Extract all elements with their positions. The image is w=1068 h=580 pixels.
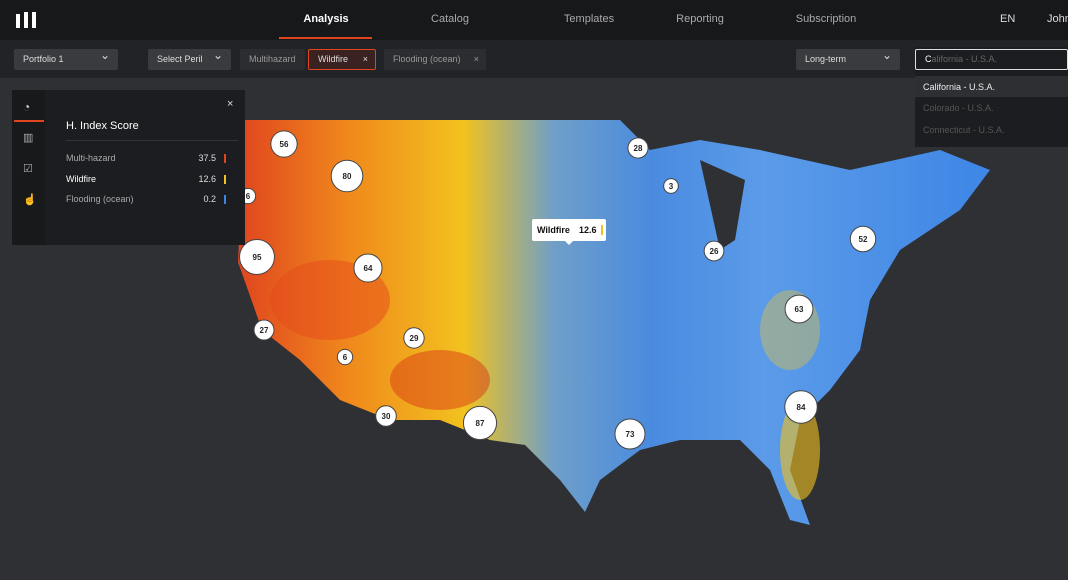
panel-title: H. Index Score <box>66 120 139 132</box>
cluster-count: 29 <box>410 334 419 343</box>
score-label: Multi-hazard <box>66 153 116 163</box>
cluster-marker[interactable] <box>663 178 679 194</box>
tooltip-label: Wildfire <box>537 225 570 235</box>
tooltip-value: 12.6 <box>579 225 597 235</box>
cluster-marker[interactable] <box>253 319 275 341</box>
cluster-count: 6 <box>246 192 251 201</box>
cluster-marker[interactable] <box>270 130 298 158</box>
score-label: Wildfire <box>66 174 97 184</box>
cluster-marker[interactable] <box>353 253 383 283</box>
cluster-count: 80 <box>343 172 352 181</box>
score-value: 37.5 <box>198 153 216 163</box>
cluster-count: 64 <box>364 264 373 273</box>
tab-icon[interactable]: ◔ <box>23 100 31 114</box>
lake <box>700 160 745 250</box>
close-button[interactable]: × <box>227 98 234 110</box>
hint-text: alifornia - U.S.A. <box>931 54 998 64</box>
cluster-count: 87 <box>476 419 485 428</box>
score-panel: ◔ ▥ ☑ ☝ × H. Index Score <box>12 90 245 245</box>
cluster-count: 73 <box>626 430 635 439</box>
user[interactable]: John <box>1047 13 1068 25</box>
map-tooltip: Wildfire 12.6 <box>532 219 606 245</box>
tab-indicator <box>14 120 44 122</box>
peril-select[interactable]: Select Peril <box>148 45 231 70</box>
tab-icon[interactable]: ☝ <box>23 194 37 206</box>
cluster-count: 30 <box>382 412 391 421</box>
cluster-marker[interactable] <box>462 405 498 441</box>
cluster-count: 3 <box>669 182 674 191</box>
chip-label: Wildfire <box>318 54 349 64</box>
cluster-marker[interactable] <box>784 390 818 424</box>
cluster-count: 63 <box>795 305 804 314</box>
nav-item[interactable]: Catalog <box>431 13 469 25</box>
panel-tabs <box>12 90 45 245</box>
peril-chip[interactable]: Wildfire × <box>308 49 376 70</box>
cluster-count: 84 <box>797 403 806 412</box>
cluster-marker[interactable] <box>239 239 275 275</box>
nav-item[interactable]: Subscription <box>795 13 857 25</box>
tab-icon[interactable]: ▥ <box>23 132 34 144</box>
tab-icon[interactable]: ☑ <box>23 163 33 175</box>
cluster-count: 95 <box>253 253 262 262</box>
cluster-marker[interactable] <box>330 159 364 193</box>
cluster-marker[interactable] <box>375 405 397 427</box>
suggestion[interactable]: Connecticut - U.S.A. <box>923 125 1005 135</box>
peril-chip[interactable]: Multihazard <box>240 49 305 70</box>
hazard-area <box>780 400 820 500</box>
peril-chip[interactable]: Flooding (ocean) × <box>384 49 486 70</box>
cluster-marker[interactable] <box>336 348 354 366</box>
cluster-count: 6 <box>343 353 348 362</box>
cluster-marker[interactable] <box>784 294 814 324</box>
nav-item[interactable]: Reporting <box>676 13 724 25</box>
logo[interactable] <box>16 12 40 28</box>
score-label: Flooding (ocean) <box>66 194 134 204</box>
score-row: Multi-hazard 37.5 <box>66 153 226 163</box>
nav-item[interactable]: Templates <box>563 13 615 25</box>
score-value: 0.2 <box>203 194 216 204</box>
divider <box>66 140 238 141</box>
score-value: 12.6 <box>198 174 216 184</box>
suggestion[interactable]: Colorado - U.S.A. <box>923 103 994 113</box>
score-row: Wildfire 12.6 <box>66 174 226 184</box>
hazard-area <box>390 350 490 410</box>
active-indicator <box>279 37 372 39</box>
cluster-marker[interactable] <box>403 327 425 349</box>
top-nav: EN John Analysis Catalog Templates Reportin… <box>0 0 1068 40</box>
portfolio-select[interactable]: Portfolio 1 <box>14 45 118 70</box>
nav-item[interactable]: Analysis <box>303 13 349 25</box>
suggestion[interactable]: California - U.S.A. <box>923 82 996 92</box>
cluster-count: 56 <box>280 140 289 149</box>
us-landmass <box>238 120 990 525</box>
horizon-select[interactable]: Long-term <box>796 45 900 70</box>
cluster-count: 52 <box>859 235 868 244</box>
cluster-marker[interactable] <box>614 418 646 450</box>
cluster-marker[interactable] <box>627 137 649 159</box>
score-row: Flooding (ocean) 0.2 <box>66 194 226 204</box>
cluster-count: 26 <box>710 247 719 256</box>
cluster-count: 27 <box>260 326 269 335</box>
cluster-count: 28 <box>634 144 643 153</box>
language[interactable]: EN <box>1000 13 1016 25</box>
cluster-marker[interactable] <box>703 240 725 262</box>
chip-label: Flooding (ocean) <box>393 54 461 64</box>
typed-text: C <box>925 54 932 64</box>
suggestion-highlight <box>915 76 1068 97</box>
search-input[interactable]: California - U.S.A. <box>915 49 1068 70</box>
cluster-marker[interactable] <box>849 225 877 253</box>
